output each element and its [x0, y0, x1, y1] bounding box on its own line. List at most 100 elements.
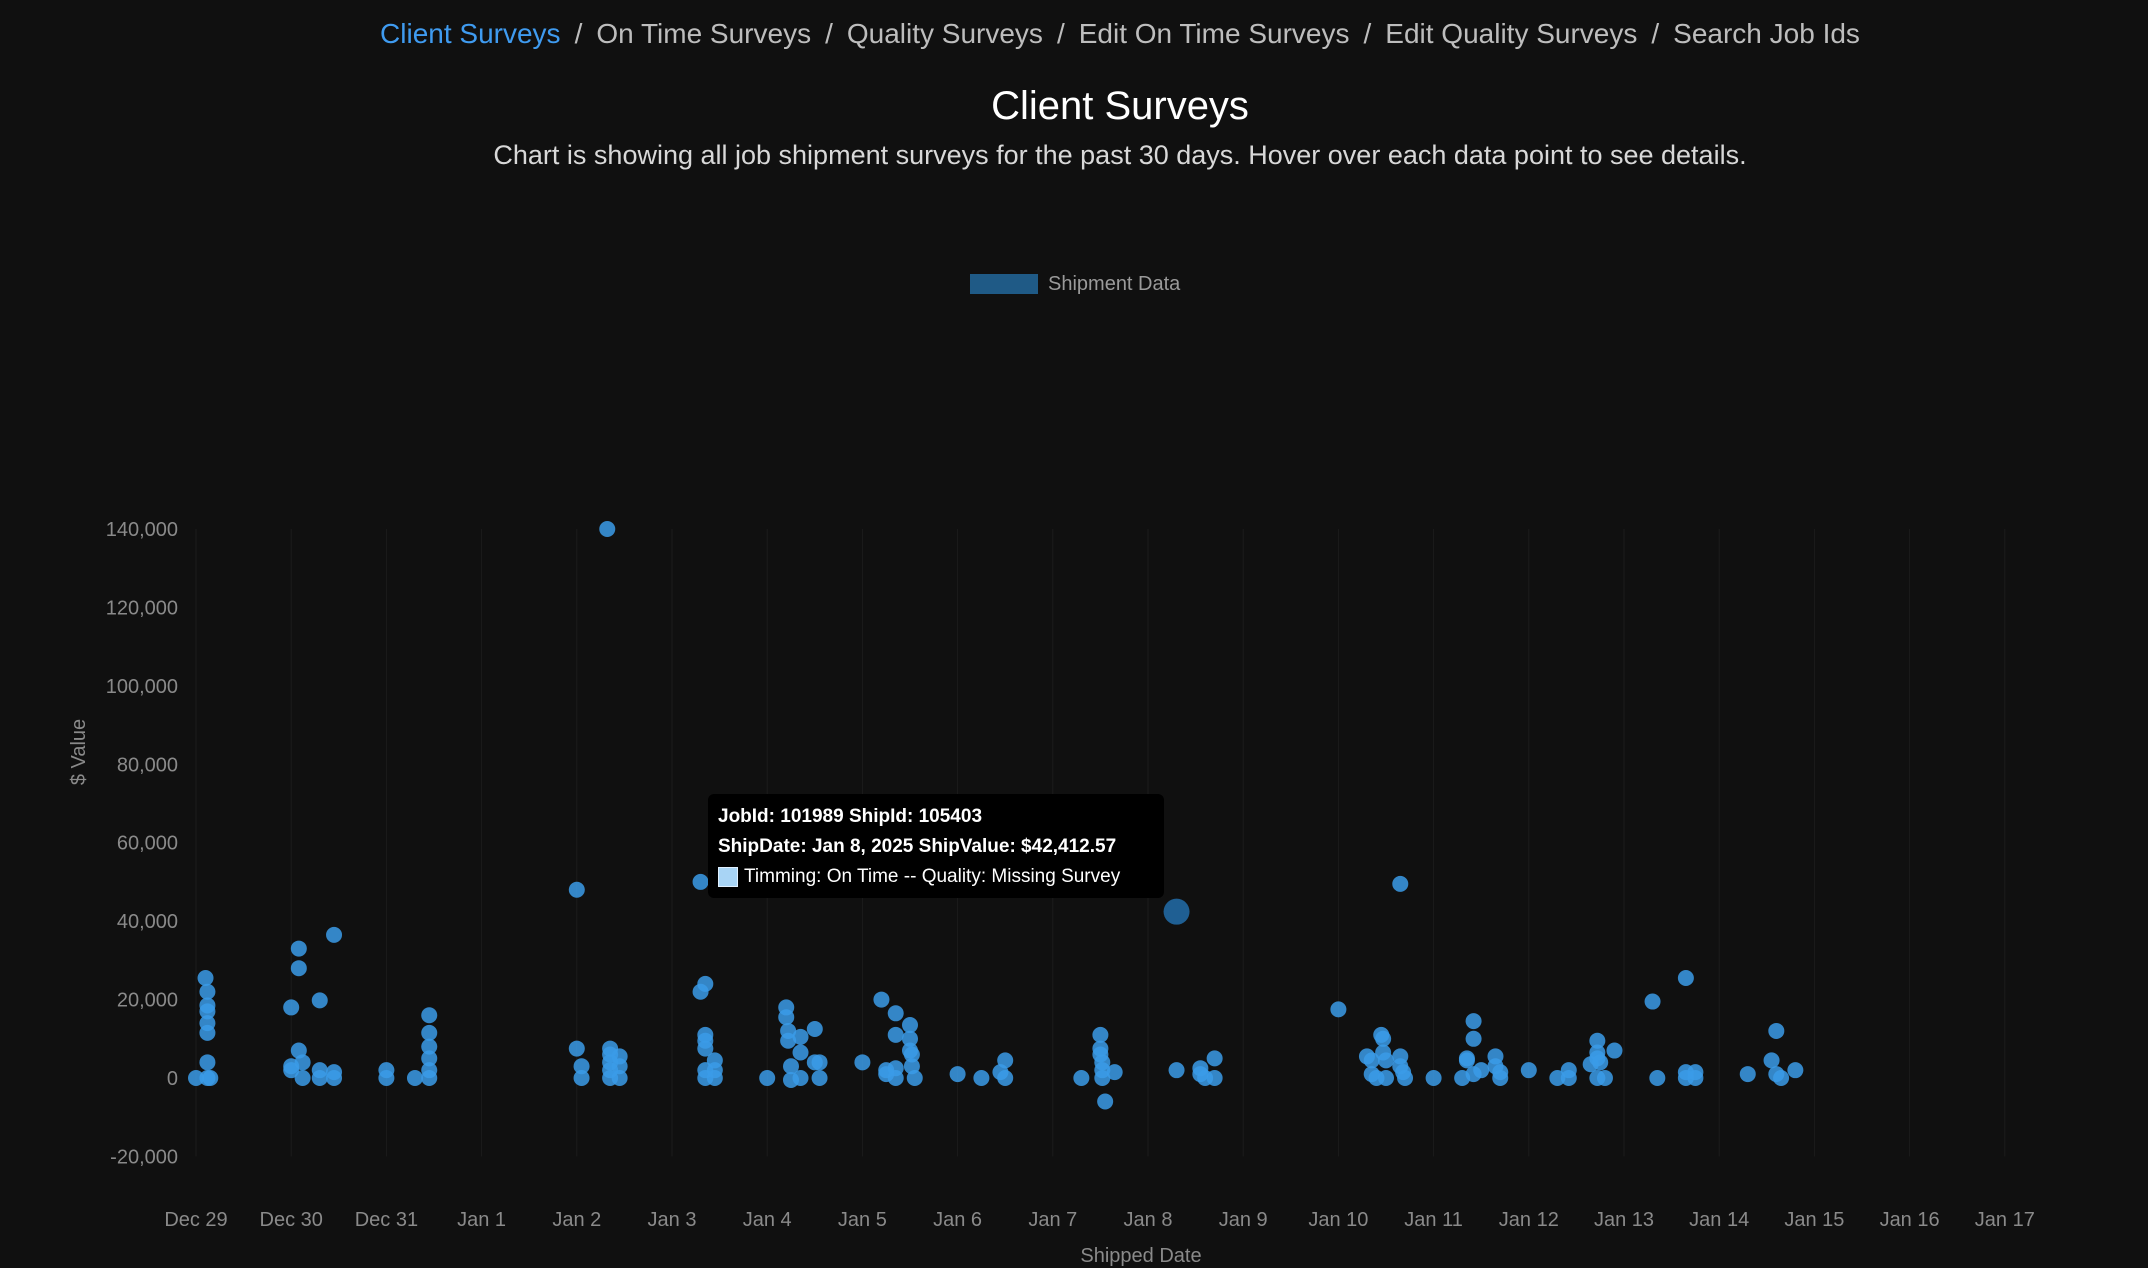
data-point[interactable]: [199, 1024, 216, 1041]
data-point[interactable]: [199, 1003, 216, 1020]
data-point[interactable]: [697, 1040, 714, 1057]
data-point[interactable]: [1677, 970, 1694, 987]
breadcrumb-link-search-job-ids[interactable]: Search Job Ids: [1673, 18, 1860, 49]
data-point[interactable]: [1465, 1013, 1482, 1030]
data-point[interactable]: [573, 1070, 590, 1086]
data-point[interactable]: [792, 1028, 809, 1045]
data-point[interactable]: [421, 1007, 438, 1024]
data-point[interactable]: [199, 1054, 216, 1071]
data-point[interactable]: [326, 1070, 343, 1086]
data-point[interactable]: [421, 1070, 438, 1086]
data-point[interactable]: [1560, 1070, 1577, 1086]
breadcrumb-link-quality-surveys[interactable]: Quality Surveys: [846, 18, 1043, 49]
data-point[interactable]: [573, 1058, 590, 1075]
data-point[interactable]: [778, 1009, 795, 1026]
data-point[interactable]: [1097, 1093, 1114, 1110]
data-point[interactable]: [780, 1032, 797, 1049]
data-point[interactable]: [599, 521, 616, 537]
data-point[interactable]: [854, 1054, 871, 1071]
data-point[interactable]: [1473, 1062, 1490, 1079]
data-point[interactable]: [1592, 1054, 1609, 1071]
data-point[interactable]: [1375, 1030, 1392, 1047]
data-point[interactable]: [421, 1038, 438, 1055]
data-point[interactable]: [1073, 1070, 1090, 1086]
breadcrumb-link-edit-quality-surveys[interactable]: Edit Quality Surveys: [1385, 18, 1638, 49]
data-point[interactable]: [1106, 1064, 1123, 1081]
data-point[interactable]: [283, 999, 300, 1016]
data-point[interactable]: [1589, 1032, 1606, 1049]
data-point[interactable]: [887, 1005, 904, 1022]
data-point[interactable]: [1092, 1026, 1109, 1043]
data-point[interactable]: [1458, 1052, 1475, 1069]
data-point[interactable]: [1363, 1052, 1380, 1069]
data-point[interactable]: [1425, 1070, 1442, 1086]
data-point[interactable]: [1739, 1066, 1756, 1083]
data-point[interactable]: [887, 1070, 904, 1086]
data-point[interactable]: [1206, 1050, 1223, 1067]
data-point[interactable]: [783, 1058, 799, 1075]
data-point[interactable]: [1644, 993, 1661, 1010]
data-point[interactable]: [806, 1020, 823, 1037]
data-point[interactable]: [1687, 1070, 1704, 1086]
data-point[interactable]: [290, 940, 307, 957]
data-point[interactable]: [906, 1070, 923, 1086]
data-point[interactable]: [311, 992, 328, 1009]
data-point[interactable]: [902, 1030, 918, 1047]
data-point[interactable]: [611, 1070, 628, 1086]
data-point[interactable]: [202, 1070, 219, 1086]
data-point[interactable]: [1397, 1070, 1414, 1086]
data-point[interactable]: [283, 1062, 300, 1079]
data-point[interactable]: [1649, 1070, 1666, 1086]
data-point[interactable]: [811, 1070, 828, 1086]
data-point[interactable]: [290, 960, 307, 977]
data-point[interactable]: [792, 1070, 809, 1086]
data-point[interactable]: [421, 1050, 438, 1067]
data-point[interactable]: [406, 1070, 423, 1086]
data-point[interactable]: [294, 1054, 311, 1071]
data-point[interactable]: [1787, 1062, 1804, 1079]
data-point[interactable]: [378, 1070, 395, 1086]
breadcrumb-link-client-surveys[interactable]: Client Surveys: [380, 18, 561, 49]
data-point[interactable]: [568, 881, 585, 898]
data-points[interactable]: [188, 521, 1804, 1110]
data-point[interactable]: [1606, 1042, 1623, 1059]
breadcrumb-link-edit-on-time-surveys[interactable]: Edit On Time Surveys: [1078, 18, 1350, 49]
data-point[interactable]: [759, 1070, 776, 1086]
chart-legend[interactable]: Shipment Data: [970, 273, 1181, 295]
data-point[interactable]: [197, 970, 214, 987]
data-point[interactable]: [949, 1066, 966, 1083]
data-point[interactable]: [1596, 1070, 1613, 1086]
data-point[interactable]: [1392, 875, 1409, 892]
data-point[interactable]: [811, 1054, 828, 1071]
data-point[interactable]: [692, 873, 709, 890]
data-point[interactable]: [1763, 1052, 1780, 1069]
data-point[interactable]: [1378, 1070, 1394, 1086]
data-point[interactable]: [421, 1024, 438, 1041]
data-point[interactable]: [887, 1026, 904, 1043]
data-point[interactable]: [311, 1070, 328, 1086]
data-point[interactable]: [1549, 1070, 1566, 1086]
data-point[interactable]: [188, 1070, 204, 1086]
data-point[interactable]: [611, 1058, 628, 1075]
highlighted-data-point[interactable]: [1163, 898, 1190, 925]
data-point[interactable]: [1168, 1062, 1185, 1079]
data-point[interactable]: [1773, 1070, 1790, 1086]
data-point[interactable]: [873, 991, 890, 1008]
data-point[interactable]: [903, 1046, 920, 1063]
data-point[interactable]: [1094, 1070, 1111, 1086]
data-point[interactable]: [326, 926, 343, 943]
data-point[interactable]: [1492, 1070, 1509, 1086]
data-point[interactable]: [1465, 1030, 1482, 1047]
data-point[interactable]: [199, 983, 216, 1000]
data-point[interactable]: [294, 1070, 311, 1086]
data-point[interactable]: [706, 1070, 723, 1086]
data-point[interactable]: [1206, 1070, 1223, 1086]
data-point[interactable]: [997, 1070, 1014, 1086]
data-point[interactable]: [697, 975, 714, 992]
data-point[interactable]: [997, 1052, 1014, 1069]
data-point[interactable]: [902, 1017, 918, 1034]
data-point[interactable]: [568, 1040, 585, 1057]
data-point[interactable]: [1768, 1022, 1785, 1039]
breadcrumb-link-on-time-surveys[interactable]: On Time Surveys: [596, 18, 812, 49]
